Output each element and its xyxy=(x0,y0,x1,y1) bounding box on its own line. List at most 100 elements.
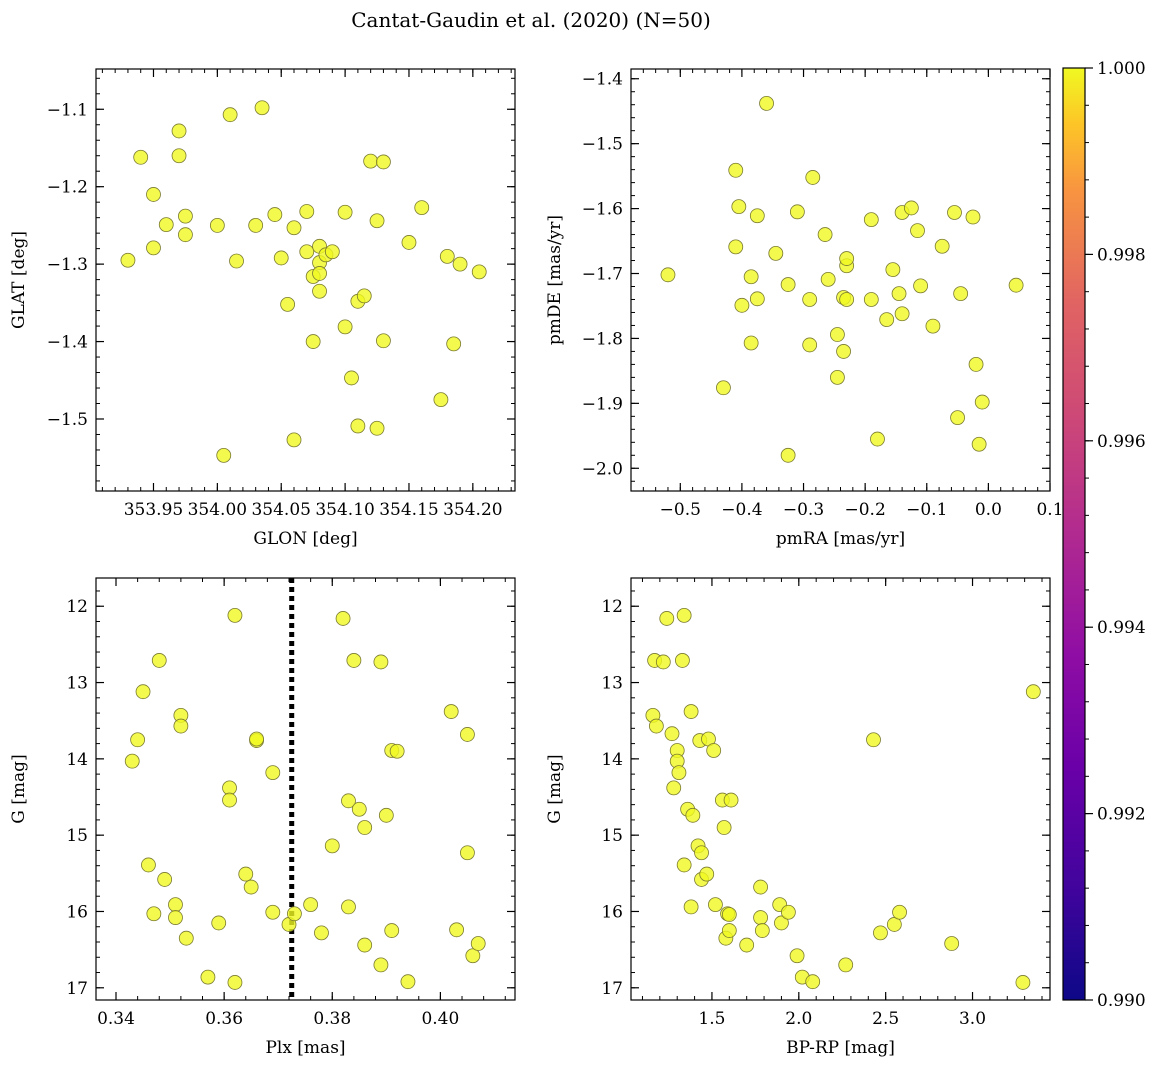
data-point xyxy=(820,271,836,287)
data-point xyxy=(965,209,981,225)
data-point xyxy=(968,356,984,372)
y-tick-label: 13 xyxy=(601,674,623,694)
data-point xyxy=(171,148,187,164)
x-tick-label: 1.5 xyxy=(698,1009,725,1029)
x-axis-label: GLON [deg] xyxy=(253,529,357,549)
data-point xyxy=(749,291,765,307)
data-point xyxy=(660,267,676,283)
data-point xyxy=(346,653,362,668)
y-tick-label: −1.8 xyxy=(582,329,623,349)
data-point xyxy=(227,607,243,623)
data-point xyxy=(350,418,366,434)
data-point xyxy=(376,154,391,170)
data-point xyxy=(146,906,162,922)
x-tick-label: 3.0 xyxy=(959,1009,986,1029)
x-tick-label: 0.38 xyxy=(313,1009,351,1029)
plot-frame xyxy=(95,68,516,492)
x-tick-label: −0.3 xyxy=(783,500,824,520)
x-tick-label: 353.95 xyxy=(124,500,183,520)
data-point xyxy=(133,149,149,165)
data-point xyxy=(836,344,851,359)
data-point xyxy=(337,204,353,220)
data-point xyxy=(265,765,281,780)
colorbar-tick-label: 0.994 xyxy=(1097,618,1146,638)
data-point xyxy=(222,107,238,123)
y-tick-label: 14 xyxy=(601,750,623,770)
data-point xyxy=(312,266,327,281)
data-point xyxy=(460,845,475,861)
data-point xyxy=(830,369,845,385)
panel-plx-g: 0.34 0.36 0.38 0.40 12 13 14 15 16 17 Plx [mas] G [… xyxy=(9,577,516,1058)
data-point xyxy=(267,207,283,222)
data-point xyxy=(433,392,449,408)
data-point xyxy=(400,974,416,990)
y-axis-label: G [mag] xyxy=(545,754,565,823)
colorbar-tick-label: 0.990 xyxy=(1097,991,1146,1011)
y-tick-label: −1.9 xyxy=(582,394,623,414)
data-point xyxy=(913,278,929,294)
data-point xyxy=(470,936,486,951)
data-point xyxy=(211,915,227,931)
data-point xyxy=(351,801,367,817)
data-point xyxy=(222,792,237,808)
x-tick-label: −0.2 xyxy=(845,500,886,520)
y-tick-label: −1.5 xyxy=(47,410,88,430)
y-axis-label: G [mag] xyxy=(9,754,29,823)
data-point xyxy=(227,975,243,990)
data-point xyxy=(357,820,373,835)
x-tick-label: 354.00 xyxy=(188,500,247,520)
data-point xyxy=(706,743,722,758)
data-point xyxy=(369,420,385,436)
data-point xyxy=(892,904,907,920)
data-point xyxy=(774,915,789,931)
data-point xyxy=(280,296,296,312)
data-point xyxy=(683,899,699,915)
x-tick-label: 0.36 xyxy=(205,1009,243,1029)
colorbar: 0.990 0.992 0.994 0.996 0.998 1.000 xyxy=(1062,59,1146,1011)
data-point xyxy=(863,292,879,307)
data-point xyxy=(158,217,174,233)
data-point xyxy=(754,923,770,938)
data-point xyxy=(789,204,805,220)
y-tick-label: −1.1 xyxy=(47,100,88,120)
data-point xyxy=(839,251,855,266)
data-point xyxy=(659,611,675,626)
y-tick-label: −1.2 xyxy=(47,178,88,198)
data-point xyxy=(950,410,965,426)
data-point xyxy=(753,910,768,925)
data-point xyxy=(721,907,737,922)
data-point xyxy=(839,292,855,307)
data-point xyxy=(265,904,281,920)
data-point xyxy=(178,930,194,946)
data-point xyxy=(953,286,969,302)
data-point xyxy=(753,879,768,895)
data-point xyxy=(716,380,731,396)
data-point xyxy=(341,899,356,915)
data-point xyxy=(337,319,353,335)
data-point xyxy=(341,793,356,809)
data-point xyxy=(944,936,960,951)
x-axis-label: BP-RP [mag] xyxy=(786,1038,895,1058)
data-point xyxy=(335,611,351,626)
x-tick-label: −0.5 xyxy=(660,500,701,520)
data-point xyxy=(168,897,183,913)
data-point xyxy=(141,857,156,873)
data-point xyxy=(1008,277,1024,293)
data-point xyxy=(286,220,302,236)
y-tick-label: 13 xyxy=(66,674,88,694)
data-point xyxy=(805,170,821,185)
data-point xyxy=(894,306,910,322)
data-point xyxy=(369,213,385,229)
y-tick-label: 16 xyxy=(601,902,623,922)
data-point xyxy=(870,431,885,447)
data-point xyxy=(373,654,389,670)
data-point xyxy=(449,922,465,938)
data-point xyxy=(460,727,475,742)
colorbar-gradient xyxy=(1062,67,1086,1001)
data-point xyxy=(1015,975,1031,990)
data-point xyxy=(910,223,925,239)
data-point xyxy=(120,252,136,268)
data-point xyxy=(465,948,481,964)
data-point xyxy=(173,718,189,734)
x-tick-label: 2.0 xyxy=(785,1009,812,1029)
